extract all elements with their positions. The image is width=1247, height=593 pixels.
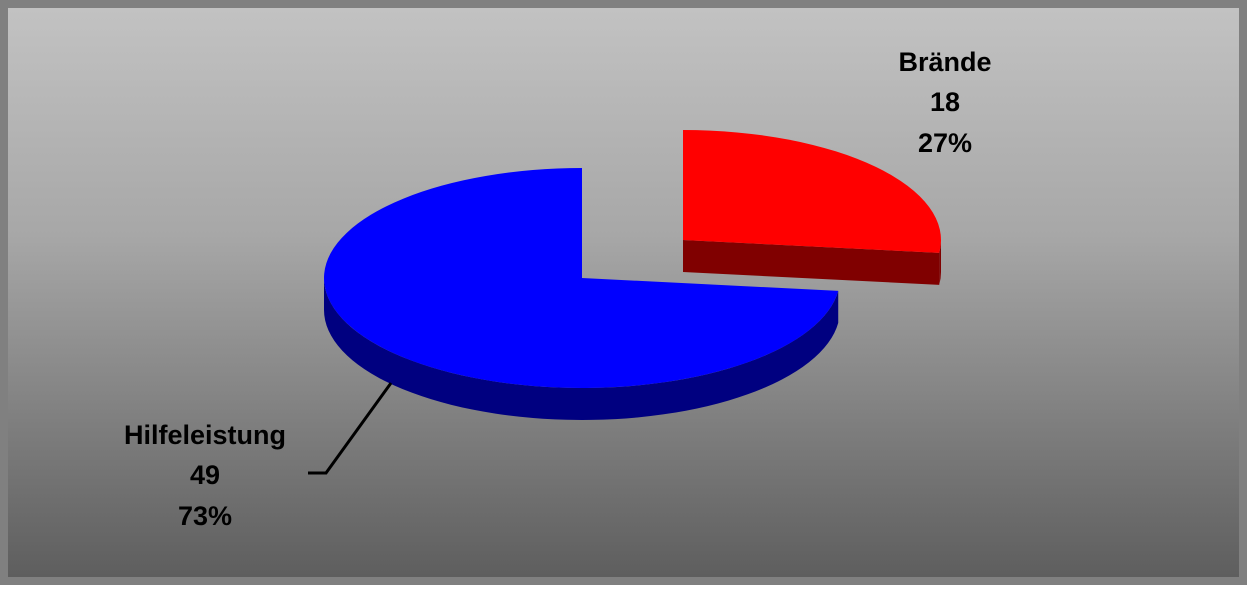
data-label-hilfeleistung: Hilfeleistung 49 73% xyxy=(124,420,286,531)
pie-slice-side-braende xyxy=(939,240,941,285)
data-label-braende-value: 18 xyxy=(930,87,960,117)
pie-slice-hilfeleistung xyxy=(323,168,839,388)
data-label-braende-percent: 27% xyxy=(918,128,972,158)
pie-slice-braende xyxy=(683,130,941,253)
data-label-hilfeleistung-value: 49 xyxy=(190,460,220,490)
data-label-hilfeleistung-name: Hilfeleistung xyxy=(124,420,286,450)
pie-slice-side-hilfeleistung xyxy=(324,278,839,420)
hilfeleistung-leader-line xyxy=(308,382,393,475)
pie-slices xyxy=(323,130,941,420)
data-label-braende: Brände 18 27% xyxy=(898,47,991,158)
data-label-hilfeleistung-percent: 73% xyxy=(178,501,232,531)
data-label-braende-name: Brände xyxy=(898,47,991,77)
pie-chart: Brände 18 27% Hilfeleistung 49 73% xyxy=(124,47,992,531)
pie-slice-edge-braende xyxy=(683,240,940,285)
